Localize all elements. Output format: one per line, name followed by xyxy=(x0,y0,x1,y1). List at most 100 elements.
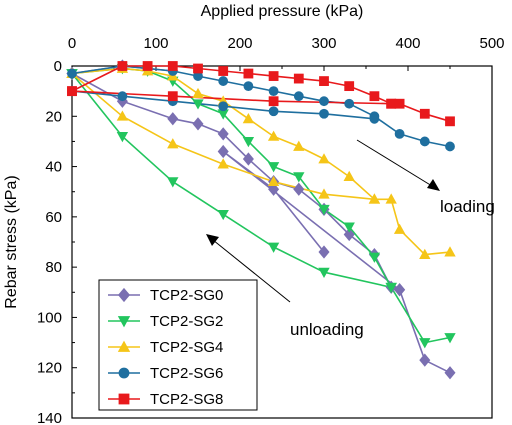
data-point xyxy=(243,68,254,79)
data-point xyxy=(243,81,254,92)
series-line-tcp2-sg4-loading xyxy=(71,67,451,256)
data-point xyxy=(444,333,456,344)
data-point xyxy=(445,141,455,152)
ticks: 0 100 200 300 400 500 0 20 40 60 80 100 120 140 xyxy=(37,35,505,425)
data-point xyxy=(218,76,229,86)
legend-swatch-marker xyxy=(117,340,131,352)
unloading-arrowhead xyxy=(206,234,219,246)
data-point xyxy=(217,158,229,169)
x-tick-label: 0 xyxy=(68,35,76,52)
data-point xyxy=(267,242,280,253)
data-point xyxy=(242,137,255,148)
series-line-tcp2-sg0-unloading xyxy=(71,72,401,291)
loading-arrowhead xyxy=(427,179,440,191)
data-point xyxy=(268,86,279,97)
legend: TCP2-SG0 TCP2-SG2 TCP2-SG4 TCP2-SG6 TCP2-SG8 xyxy=(98,279,258,411)
data-point xyxy=(117,61,128,71)
data-point xyxy=(386,98,397,109)
data-point xyxy=(419,338,431,349)
data-point xyxy=(394,283,406,297)
data-point xyxy=(444,246,456,257)
data-point xyxy=(192,87,204,99)
data-point xyxy=(385,193,397,204)
data-point xyxy=(319,108,329,119)
data-point xyxy=(192,117,204,131)
data-point xyxy=(242,112,255,124)
data-point xyxy=(444,366,456,380)
data-point xyxy=(318,267,330,278)
x-tick-label: 100 xyxy=(143,35,168,52)
x-tick-label: 200 xyxy=(227,35,252,52)
data-point xyxy=(217,209,229,221)
legend-swatch-marker xyxy=(117,316,131,328)
y-tick-label: 0 xyxy=(54,58,62,75)
data-point xyxy=(419,108,430,119)
data-point xyxy=(318,204,330,216)
data-point xyxy=(242,152,254,166)
y-tick-label: 80 xyxy=(45,259,62,276)
y-tick-label: 40 xyxy=(45,159,62,176)
legend-swatch-marker xyxy=(117,287,131,303)
data-point xyxy=(343,170,355,182)
data-point xyxy=(193,63,203,74)
y-tick-label: 60 xyxy=(45,209,62,226)
series-markers xyxy=(66,59,456,380)
x-axis-title: Applied pressure (kPa) xyxy=(201,3,364,20)
legend-swatch-marker xyxy=(118,367,130,379)
data-point xyxy=(192,99,204,110)
y-tick-label: 20 xyxy=(45,108,62,125)
data-point xyxy=(293,172,305,183)
data-point xyxy=(268,71,279,81)
data-point xyxy=(167,138,179,149)
annotations: loading unloading xyxy=(206,139,495,339)
data-point xyxy=(167,177,179,188)
data-point xyxy=(218,66,229,76)
data-point xyxy=(293,182,305,196)
x-tick-label: 400 xyxy=(395,35,420,52)
data-point xyxy=(117,91,128,102)
legend-swatch-marker xyxy=(118,393,130,405)
data-point xyxy=(293,91,304,102)
y-axis-title: Rebar stress (kPa) xyxy=(3,175,20,308)
data-point xyxy=(343,227,355,242)
data-point xyxy=(419,136,430,147)
data-point xyxy=(419,353,431,367)
data-point xyxy=(393,223,406,234)
unloading-arrow xyxy=(212,239,291,303)
data-point xyxy=(67,86,77,97)
data-point xyxy=(369,91,380,102)
y-tick-label: 140 xyxy=(37,410,62,425)
data-point xyxy=(116,110,129,121)
legend-label: TCP2-SG0 xyxy=(150,287,223,304)
legend-label: TCP2-SG4 xyxy=(150,339,223,356)
data-point xyxy=(167,91,178,102)
unloading-label: unloading xyxy=(290,320,364,339)
y-tick-label: 100 xyxy=(37,309,62,326)
x-tick-label: 500 xyxy=(479,35,504,52)
data-point xyxy=(116,131,129,143)
data-point xyxy=(318,245,330,259)
data-point xyxy=(267,175,280,187)
legend-label: TCP2-SG2 xyxy=(150,313,223,330)
data-point xyxy=(368,252,381,263)
loading-arrow xyxy=(356,139,433,187)
data-point xyxy=(267,162,280,173)
data-point xyxy=(167,61,178,71)
y-tick-label: 120 xyxy=(37,360,62,377)
data-point xyxy=(369,113,380,124)
data-point xyxy=(217,144,229,159)
data-point xyxy=(217,127,229,141)
data-point xyxy=(385,282,397,294)
data-point xyxy=(293,73,304,84)
legend-label: TCP2-SG6 xyxy=(150,365,223,382)
data-point xyxy=(445,116,455,127)
data-point xyxy=(293,140,305,151)
x-tick-label: 300 xyxy=(311,35,336,52)
data-point xyxy=(318,153,330,164)
data-point xyxy=(394,128,405,139)
data-point xyxy=(419,248,431,259)
data-point xyxy=(267,130,280,141)
data-point xyxy=(368,193,381,204)
data-point xyxy=(268,182,280,196)
